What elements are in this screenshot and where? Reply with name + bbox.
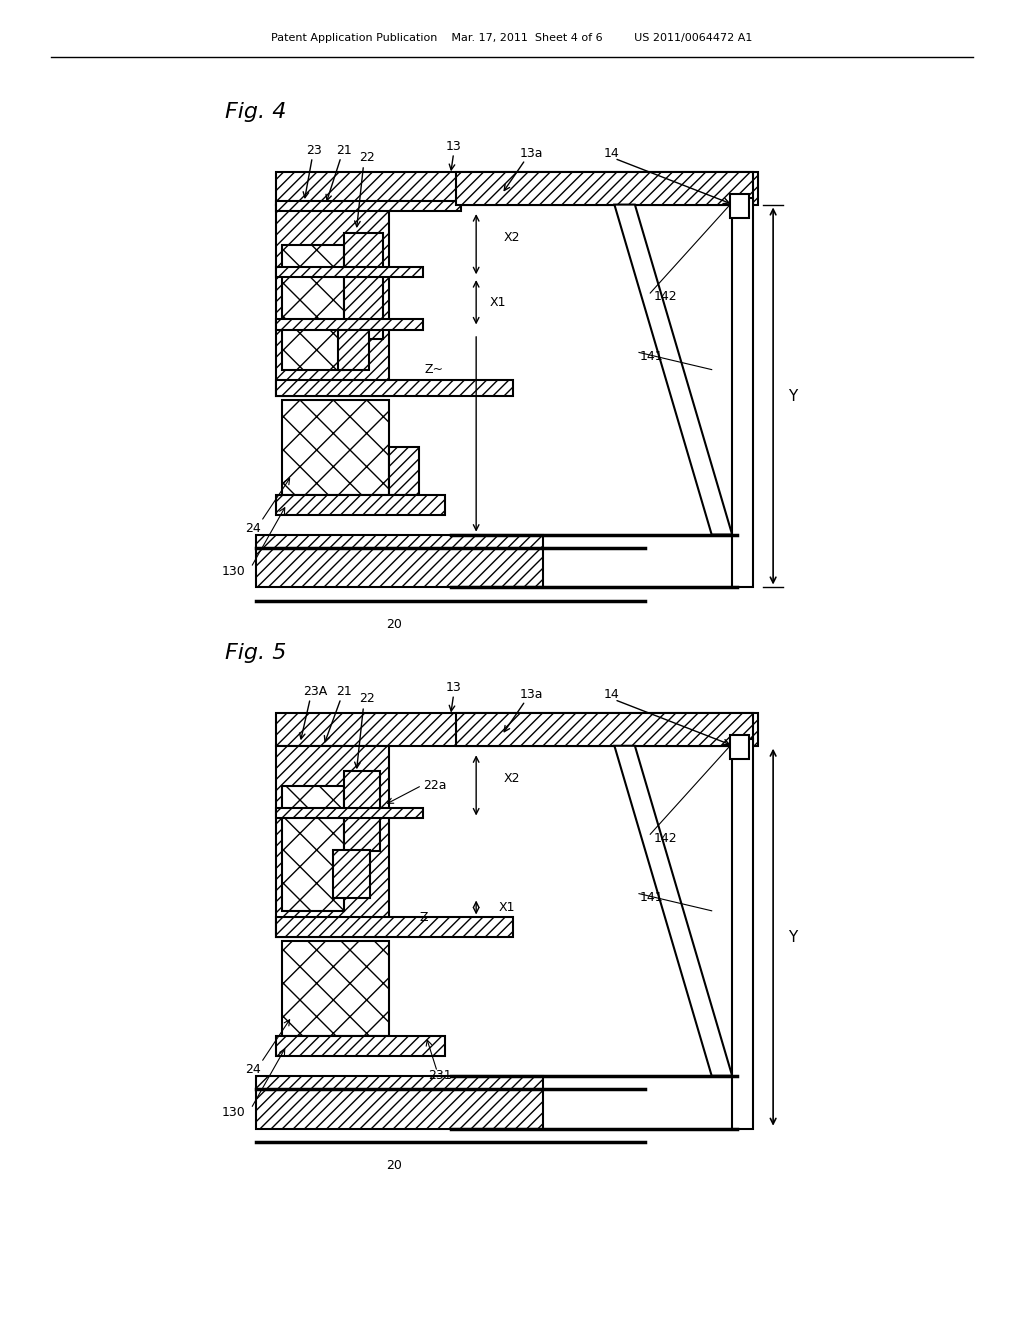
Bar xyxy=(256,535,543,587)
Bar xyxy=(334,850,371,898)
Text: 142: 142 xyxy=(653,832,677,845)
Text: X1: X1 xyxy=(499,902,515,913)
Text: 141: 141 xyxy=(640,350,664,363)
Bar xyxy=(282,787,344,911)
Bar xyxy=(276,808,423,818)
Polygon shape xyxy=(614,746,732,1076)
Text: 21: 21 xyxy=(336,685,352,698)
Bar xyxy=(344,851,355,880)
Text: 130: 130 xyxy=(222,565,246,578)
Text: 13a: 13a xyxy=(520,688,543,701)
Bar xyxy=(456,713,753,746)
Text: 142: 142 xyxy=(653,290,677,304)
Bar xyxy=(282,246,344,370)
Text: 23: 23 xyxy=(306,144,323,157)
Bar xyxy=(276,201,461,211)
Bar xyxy=(389,447,420,495)
Bar xyxy=(276,917,513,937)
Text: 23A: 23A xyxy=(303,685,328,698)
Bar xyxy=(456,172,753,205)
Text: Fig. 4: Fig. 4 xyxy=(225,102,287,123)
Text: 24: 24 xyxy=(246,521,261,535)
Bar xyxy=(256,1076,543,1129)
Bar xyxy=(344,771,380,851)
Text: 130: 130 xyxy=(222,1106,246,1119)
Text: X2: X2 xyxy=(504,231,520,244)
Text: 13: 13 xyxy=(445,681,462,694)
Text: Patent Application Publication    Mar. 17, 2011  Sheet 4 of 6         US 2011/00: Patent Application Publication Mar. 17, … xyxy=(271,33,753,44)
Text: Y: Y xyxy=(788,929,798,945)
Text: 13: 13 xyxy=(445,140,462,153)
Text: 14: 14 xyxy=(603,688,620,701)
Text: 14: 14 xyxy=(603,147,620,160)
Bar xyxy=(282,941,389,1036)
Polygon shape xyxy=(614,205,732,535)
Text: X1: X1 xyxy=(489,296,506,309)
Bar xyxy=(730,194,749,218)
Text: 231: 231 xyxy=(428,1069,452,1082)
Bar xyxy=(730,735,749,759)
Text: Fig. 5: Fig. 5 xyxy=(225,643,287,664)
Bar xyxy=(338,330,370,370)
Bar xyxy=(276,713,758,746)
Bar xyxy=(732,198,753,587)
Text: 22: 22 xyxy=(358,150,375,164)
Text: 22a: 22a xyxy=(423,779,446,792)
Bar xyxy=(276,1036,445,1056)
Bar xyxy=(276,172,758,205)
Text: 13a: 13a xyxy=(520,147,543,160)
Text: 141: 141 xyxy=(640,891,664,904)
Bar xyxy=(276,380,513,396)
Text: 20: 20 xyxy=(386,1159,402,1172)
Bar xyxy=(276,267,423,277)
Text: 24: 24 xyxy=(246,1063,261,1076)
Text: 22: 22 xyxy=(358,692,375,705)
Bar xyxy=(276,495,445,515)
Text: 21: 21 xyxy=(336,144,352,157)
Bar xyxy=(276,205,389,396)
Bar xyxy=(344,234,383,339)
Text: Z~: Z~ xyxy=(425,363,444,376)
Text: Y: Y xyxy=(788,388,798,404)
Text: Z~: Z~ xyxy=(420,911,439,924)
Text: 20: 20 xyxy=(386,618,402,631)
Bar xyxy=(732,739,753,1129)
Text: X2: X2 xyxy=(504,772,520,785)
Bar xyxy=(282,400,389,495)
Bar xyxy=(276,746,389,937)
Bar xyxy=(276,319,423,330)
